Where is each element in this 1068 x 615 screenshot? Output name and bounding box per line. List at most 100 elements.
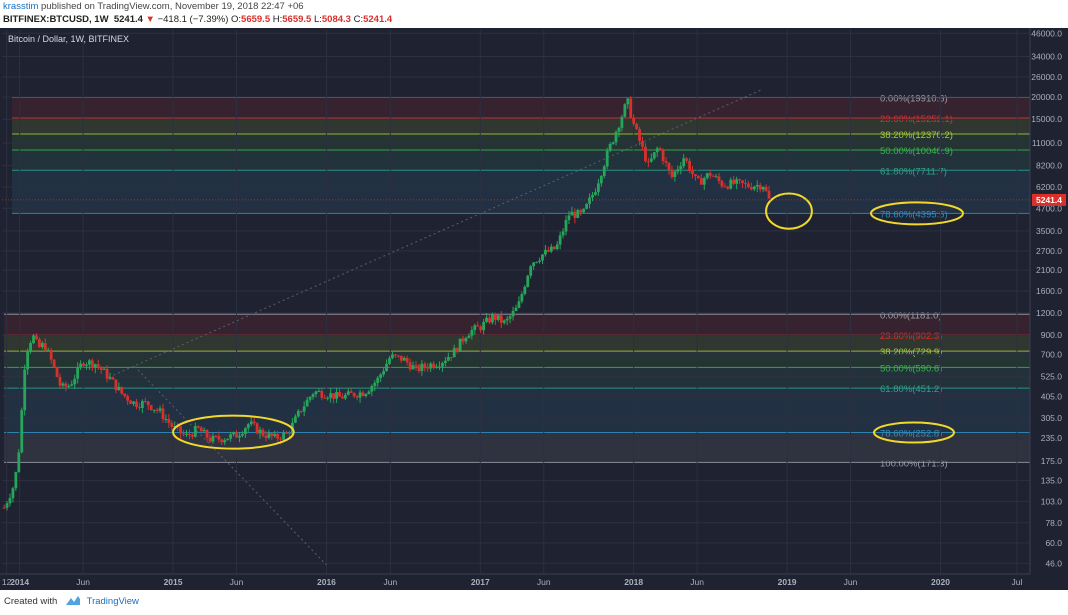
fib-level-label: 61.80%(451.2) bbox=[880, 384, 942, 395]
candle-body bbox=[246, 424, 250, 429]
candle-body bbox=[735, 179, 739, 184]
candle-body bbox=[361, 392, 365, 397]
candle-body bbox=[161, 408, 165, 420]
candle-body bbox=[11, 488, 15, 499]
y-tick-label: 60.0 bbox=[1045, 538, 1062, 548]
candle-body bbox=[576, 210, 580, 218]
x-tick-label: Jun bbox=[690, 577, 704, 587]
candle-body bbox=[205, 430, 209, 438]
candle-body bbox=[370, 386, 374, 392]
candle-body bbox=[338, 392, 341, 397]
candle-body bbox=[226, 438, 230, 441]
chart-panel[interactable]: 0.00%(19910.6) 23.60%(15252.1) 38.20%(1237… bbox=[0, 28, 1068, 590]
fib-band bbox=[12, 117, 1030, 135]
y-tick-label: 2100.0 bbox=[1036, 265, 1062, 275]
candle-body bbox=[676, 169, 680, 172]
tradingview-brand[interactable]: TradingView bbox=[86, 596, 139, 607]
candle-body bbox=[667, 162, 671, 170]
candle-body bbox=[158, 408, 162, 411]
candle-body bbox=[711, 175, 715, 177]
y-tick-label: 103.0 bbox=[1041, 496, 1063, 506]
candle-body bbox=[32, 335, 35, 344]
candle-body bbox=[26, 350, 30, 370]
candle-body bbox=[670, 169, 674, 177]
candle-body bbox=[373, 382, 377, 387]
candle-body bbox=[605, 150, 609, 167]
candle-body bbox=[20, 410, 24, 453]
fib-band bbox=[12, 170, 1030, 214]
fib-band bbox=[4, 432, 1030, 463]
candle-body bbox=[579, 210, 583, 213]
fib-level-label: 0.00%(1181.0) bbox=[880, 310, 942, 321]
candle-body bbox=[302, 406, 306, 412]
candle-body bbox=[508, 316, 512, 319]
x-tick-label: 2020 bbox=[931, 577, 950, 587]
candle-body bbox=[146, 401, 150, 406]
x-tick-label: Jun bbox=[537, 577, 551, 587]
candle-body bbox=[458, 338, 462, 353]
candle-body bbox=[494, 314, 497, 320]
x-tick-label: 2014 bbox=[10, 577, 29, 587]
chart-background bbox=[0, 28, 1068, 590]
candle-body bbox=[55, 366, 59, 378]
candle-body bbox=[249, 421, 253, 425]
candle-body bbox=[476, 325, 480, 327]
candle-body bbox=[535, 261, 538, 263]
fib-level-label: 78.60%(252.8) bbox=[880, 429, 942, 440]
candle-body bbox=[170, 422, 174, 427]
candle-body bbox=[720, 180, 724, 187]
candle-body bbox=[423, 363, 427, 368]
y-tick-label: 135.0 bbox=[1041, 476, 1063, 486]
candle-body bbox=[626, 98, 630, 105]
candle-body bbox=[505, 318, 509, 321]
candle-body bbox=[2, 507, 6, 509]
candle-body bbox=[567, 215, 571, 221]
fib-band bbox=[12, 97, 1030, 118]
candle-body bbox=[623, 104, 627, 117]
candle-body bbox=[208, 437, 212, 442]
candle-body bbox=[40, 343, 44, 348]
candle-body bbox=[61, 383, 65, 386]
candle-body bbox=[93, 364, 97, 368]
candle-body bbox=[755, 184, 759, 187]
author-link[interactable]: krasstim bbox=[3, 1, 39, 12]
candle-body bbox=[620, 116, 624, 128]
fib-level-label: 38.20%(729.9) bbox=[880, 347, 942, 358]
close-value: 5241.4 bbox=[363, 14, 393, 25]
y-tick-label: 175.0 bbox=[1041, 456, 1063, 466]
candle-body bbox=[288, 432, 291, 434]
candle-body bbox=[211, 435, 215, 442]
candle-body bbox=[561, 231, 565, 236]
candle-body bbox=[588, 197, 591, 204]
candle-body bbox=[346, 391, 350, 395]
candle-body bbox=[385, 363, 388, 372]
y-tick-label: 2700.0 bbox=[1036, 246, 1062, 256]
candle-body bbox=[470, 330, 474, 336]
fib-band bbox=[4, 314, 1030, 335]
x-tick-label: Jun bbox=[383, 577, 397, 587]
fib-level-label: 100.00%(171.3) bbox=[880, 458, 948, 469]
candle-body bbox=[511, 310, 515, 317]
candle-body bbox=[467, 335, 471, 339]
candle-body bbox=[479, 326, 483, 331]
trend-line bbox=[134, 365, 327, 566]
y-tick-label: 305.0 bbox=[1041, 413, 1063, 423]
high-label: H: bbox=[272, 14, 283, 25]
candle-body bbox=[14, 472, 18, 489]
candle-body bbox=[697, 176, 700, 179]
candle-body bbox=[167, 419, 171, 423]
x-tick-label: 2017 bbox=[471, 577, 490, 587]
btc-chart[interactable]: 0.00%(19910.6)23.60%(15252.1)38.20%(1237… bbox=[0, 28, 1068, 590]
fib-level-label: 38.20%(12370.2) bbox=[880, 130, 953, 141]
candle-body bbox=[276, 433, 280, 439]
candle-body bbox=[685, 158, 689, 161]
candle-body bbox=[544, 249, 547, 255]
candle-body bbox=[8, 498, 12, 504]
candle-body bbox=[408, 362, 412, 370]
candle-body bbox=[708, 173, 712, 176]
candle-body bbox=[632, 117, 636, 124]
candle-body bbox=[202, 430, 206, 432]
candle-body bbox=[138, 406, 141, 408]
candle-body bbox=[58, 377, 62, 386]
highlight-ellipse bbox=[873, 421, 955, 444]
